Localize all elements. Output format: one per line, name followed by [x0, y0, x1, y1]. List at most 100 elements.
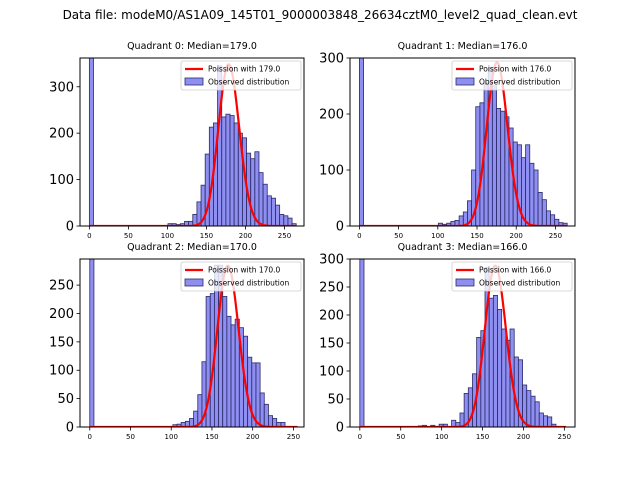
histogram-bar: [225, 113, 231, 226]
x-tick-label: 0: [88, 433, 92, 441]
histogram-bar: [263, 403, 269, 427]
y-tick-label: 100: [319, 365, 344, 380]
histogram-bar: [88, 58, 94, 226]
x-tick-label: 50: [126, 433, 135, 441]
legend-bar-swatch: [455, 77, 475, 86]
x-tick-label: 100: [435, 433, 448, 441]
y-tick-label: 300: [319, 253, 344, 268]
figure-suptitle: Data file: modeM0/AS1A09_145T01_90000038…: [62, 8, 578, 22]
histogram-bar: [229, 115, 235, 226]
histogram-bar: [496, 108, 502, 226]
histogram-bar: [291, 223, 297, 226]
subplot-title: Quadrant 1: Median=176.0: [398, 41, 528, 52]
y-tick-label: 100: [319, 164, 344, 179]
poisson-curve: [359, 61, 568, 226]
histogram-bar: [226, 315, 232, 427]
y-tick-label: 250: [319, 281, 344, 296]
y-tick-label: 200: [319, 309, 344, 324]
histogram-bar: [491, 85, 497, 226]
y-tick-label: 200: [49, 307, 74, 322]
legend-bar-swatch: [184, 77, 204, 86]
axes-frame: [79, 57, 305, 227]
x-tick-label: 200: [239, 232, 252, 240]
histogram-bar: [359, 259, 365, 427]
histogram-bar: [359, 58, 364, 226]
axes-frame: [349, 57, 576, 227]
subplot-title: Quadrant 0: Median=179.0: [127, 41, 257, 52]
y-tick-label: 200: [319, 108, 344, 123]
y-tick-label: 100: [49, 173, 74, 188]
x-tick-label: 100: [161, 232, 174, 240]
x-tick-label: 200: [517, 433, 530, 441]
x-tick-label: 0: [87, 232, 91, 240]
legend: Poission with 176.0 Observed distribution: [451, 60, 573, 91]
histogram-bar: [247, 356, 253, 427]
y-tick-label: 0: [336, 421, 344, 436]
y-tick-label: 0: [66, 220, 74, 235]
x-tick-label: 100: [165, 433, 178, 441]
histogram-bar: [545, 210, 551, 226]
histogram-bar: [270, 197, 276, 226]
x-tick-label: 250: [278, 232, 291, 240]
histogram-bar: [501, 328, 507, 427]
plot-area: [359, 259, 566, 427]
legend-label-observed: Observed distribution: [208, 279, 289, 288]
y-tick-label: 150: [319, 337, 344, 352]
histogram-bar: [442, 423, 448, 427]
subplot-title: Quadrant 2: Median=170.0: [127, 242, 257, 253]
histogram-bar: [543, 415, 548, 427]
histogram-bar: [529, 162, 535, 226]
histogram-bar: [547, 416, 553, 427]
y-tick-label: 200: [49, 127, 74, 142]
y-tick-label: 50: [57, 392, 74, 407]
histogram-bar: [230, 324, 236, 427]
y-tick-label: 250: [49, 279, 74, 294]
histogram-bar: [500, 110, 506, 226]
axes-frame: [79, 258, 305, 428]
legend-label-observed: Observed distribution: [208, 78, 289, 87]
x-tick-label: 200: [246, 433, 259, 441]
histogram-bar: [268, 415, 273, 427]
x-tick-label: 0: [357, 232, 361, 240]
histogram-bar: [534, 401, 540, 427]
x-tick-label: 50: [124, 232, 133, 240]
x-tick-label: 200: [510, 232, 523, 240]
y-tick-label: 50: [327, 393, 344, 408]
x-tick-label: 50: [394, 232, 403, 240]
histogram-bar: [525, 144, 531, 226]
histogram-bar: [533, 169, 539, 226]
legend-label-observed: Observed distribution: [479, 78, 560, 87]
legend: Poission with 170.0 Observed distribution: [180, 261, 302, 292]
legend-label-poisson: Poission with 179.0: [208, 65, 281, 74]
histogram-bar: [492, 294, 498, 427]
histogram-bar: [262, 183, 268, 226]
x-tick-label: 100: [431, 232, 444, 240]
legend-box: [180, 60, 302, 91]
x-tick-label: 150: [205, 433, 218, 441]
y-tick-label: 150: [49, 335, 74, 350]
legend-bar-swatch: [184, 278, 204, 287]
histogram-bar: [280, 422, 286, 427]
histogram-bar: [538, 412, 544, 427]
histogram-bar: [221, 116, 227, 226]
histogram-bar: [266, 195, 272, 226]
legend-box: [451, 60, 573, 91]
histogram-bar: [537, 191, 543, 226]
histogram-bar: [497, 308, 503, 427]
histogram-bar: [550, 214, 556, 226]
legend-label-poisson: Poission with 176.0: [479, 65, 552, 74]
histogram-bar: [287, 217, 293, 226]
y-tick-label: 0: [66, 421, 74, 436]
histogram-bar: [272, 418, 278, 427]
histogram-bar: [255, 362, 261, 427]
x-tick-label: 50: [396, 433, 405, 441]
y-tick-label: 300: [319, 52, 344, 67]
histogram-bar: [222, 296, 228, 427]
legend-label-observed: Observed distribution: [479, 279, 560, 288]
subplot-quadrant-1: Quadrant 1: Median=176.0 0 50 100 150 200 250 0…: [319, 41, 576, 240]
histogram-bar: [541, 199, 547, 226]
poisson-curve: [359, 264, 566, 427]
histogram-bar: [526, 390, 532, 427]
legend-box: [180, 261, 302, 292]
subplot-quadrant-0: Quadrant 0: Median=179.0 0 50 100 150 200 250 0…: [49, 41, 305, 240]
